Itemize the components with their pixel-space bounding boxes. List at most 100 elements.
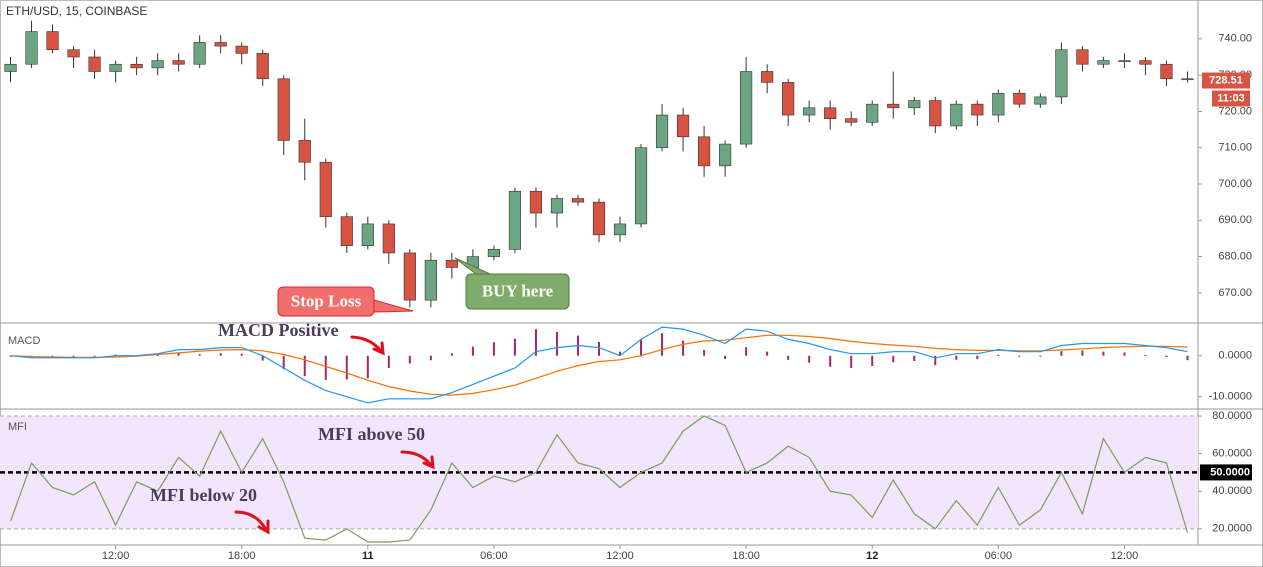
arrow xyxy=(400,450,432,466)
callout-pointer xyxy=(454,257,491,275)
histogram-bar xyxy=(850,355,853,369)
histogram-bar xyxy=(640,339,643,356)
candle-body xyxy=(1013,92,1026,105)
histogram-bar xyxy=(724,355,727,360)
histogram-bar xyxy=(934,355,937,366)
histogram-bar xyxy=(661,333,664,356)
candle-body xyxy=(866,103,879,123)
candle-body xyxy=(613,223,627,236)
candle-body xyxy=(277,78,290,141)
y-tick-label: -10.0000 xyxy=(1209,391,1252,403)
histogram-bar xyxy=(408,355,411,364)
x-tick-label: 18:00 xyxy=(228,550,256,562)
histogram-bar xyxy=(450,353,453,356)
candle-body xyxy=(676,114,690,138)
annotation: MFI above 50 xyxy=(318,424,425,444)
y-tick-label: 0.0000 xyxy=(1218,350,1252,362)
candle-body xyxy=(1160,63,1173,80)
candle-body xyxy=(929,100,942,127)
candle-body xyxy=(1055,49,1068,98)
histogram-bar xyxy=(1165,355,1168,357)
candle-body xyxy=(634,147,648,225)
y-tick-label: 740.00 xyxy=(1218,33,1252,45)
histogram-bar xyxy=(1144,354,1147,356)
x-tick-label: 12:00 xyxy=(1111,550,1139,562)
mfi-band xyxy=(0,416,1198,529)
histogram-bar xyxy=(598,341,600,356)
histogram-bar xyxy=(261,355,264,361)
candle-body xyxy=(25,31,38,65)
candle-body xyxy=(151,60,164,69)
arrow xyxy=(350,335,382,352)
histogram-bar xyxy=(240,353,243,356)
histogram-bar xyxy=(387,355,390,369)
macd-line xyxy=(10,326,1188,404)
candle-body xyxy=(1181,78,1194,81)
arrow xyxy=(234,510,267,530)
candle-body xyxy=(698,136,711,167)
countdown-tag xyxy=(1212,90,1250,107)
candle-body xyxy=(529,190,543,214)
arrow-head xyxy=(422,455,435,470)
pane-title: MFI xyxy=(8,421,27,433)
candle-body xyxy=(1139,60,1152,65)
histogram-bar xyxy=(429,355,432,361)
reference-label: 50.0000 xyxy=(1210,466,1250,478)
x-tick-label: 12 xyxy=(866,550,878,562)
x-tick-label: 06:00 xyxy=(985,550,1013,562)
y-tick-label: 700.00 xyxy=(1218,178,1252,190)
histogram-bar xyxy=(303,355,306,377)
candle-body xyxy=(109,63,122,72)
x-tick-label: 18:00 xyxy=(732,550,760,562)
y-tick-label: 710.00 xyxy=(1218,142,1252,154)
histogram-bar xyxy=(555,331,558,356)
histogram-bar xyxy=(345,355,348,380)
histogram-bar xyxy=(1102,351,1105,356)
callout-label: BUY here xyxy=(482,281,554,300)
y-tick-label: 680.00 xyxy=(1218,250,1252,262)
histogram-bar xyxy=(955,355,958,360)
candle-body xyxy=(319,161,332,217)
histogram-bar xyxy=(513,338,516,356)
histogram-bar xyxy=(682,340,685,356)
pane-title: MACD xyxy=(8,335,40,347)
histogram-bar xyxy=(829,355,832,367)
candle-body xyxy=(214,42,227,47)
candle-body xyxy=(67,49,80,58)
candle-body xyxy=(761,71,774,83)
candle-body xyxy=(298,140,311,163)
arrow-head xyxy=(372,341,385,356)
histogram-bar xyxy=(808,355,811,363)
candle-body xyxy=(340,216,353,246)
candle-body xyxy=(46,31,59,51)
histogram-bar xyxy=(997,354,1000,356)
histogram-bar xyxy=(198,354,201,356)
candle-body xyxy=(361,223,374,246)
candle-body xyxy=(740,71,753,145)
candle-body xyxy=(803,107,816,116)
candle-body xyxy=(550,198,564,214)
histogram-bar xyxy=(976,355,979,360)
candle-body xyxy=(256,53,269,80)
price-tag xyxy=(1202,72,1250,89)
y-tick-label: 20.0000 xyxy=(1212,523,1252,535)
candle-body xyxy=(1034,96,1047,105)
histogram-bar xyxy=(219,353,222,356)
x-tick-label: 06:00 xyxy=(480,550,508,562)
candle-body xyxy=(824,107,837,119)
histogram-bar xyxy=(745,347,748,356)
candle-body xyxy=(719,143,732,167)
callout-pointer xyxy=(373,299,414,313)
histogram-bar xyxy=(892,355,895,363)
y-tick-label: 40.0000 xyxy=(1212,485,1252,497)
histogram-bar xyxy=(72,355,75,357)
histogram-bar xyxy=(492,342,495,356)
histogram-bar xyxy=(1186,355,1189,361)
candle-body xyxy=(172,60,185,65)
candle-body xyxy=(403,252,416,301)
candle-body xyxy=(88,56,101,72)
candle-body xyxy=(235,45,248,54)
candle-body xyxy=(508,190,522,250)
candle-body xyxy=(1076,49,1089,65)
